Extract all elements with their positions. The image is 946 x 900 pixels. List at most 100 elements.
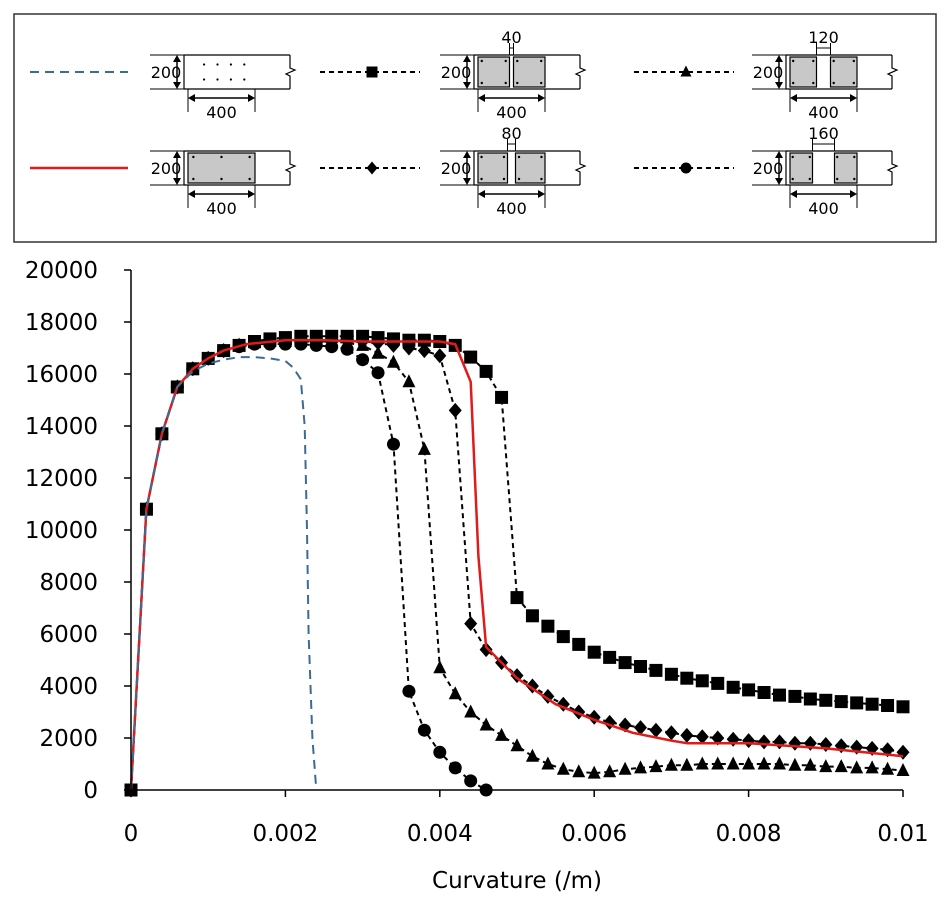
data-point [263, 337, 277, 351]
dim-gap-label: 160 [808, 124, 839, 143]
data-point [464, 704, 478, 718]
data-point [356, 337, 370, 351]
data-point [865, 760, 879, 774]
rebar-dot [791, 177, 794, 181]
dim-arrowhead [463, 55, 471, 62]
dim-arrowhead [173, 82, 181, 89]
rebar-dot [192, 177, 195, 181]
axes: 0 2000 4000 6000 8000 10000 12000 14000 16000 180… [25, 258, 929, 894]
confined-core [789, 56, 818, 88]
rebar-dot [248, 155, 251, 159]
y-tick-label: 2000 [39, 726, 98, 752]
legend-marker [680, 65, 692, 77]
data-point [834, 759, 848, 773]
data-point [525, 748, 539, 762]
data-point [711, 730, 725, 746]
dim-arrowhead [478, 190, 485, 198]
rebar-dot [791, 59, 795, 63]
break-symbol [284, 151, 297, 185]
rebar-dot [852, 59, 856, 63]
data-point [881, 699, 895, 712]
data-point [680, 671, 694, 685]
data-point [634, 660, 648, 673]
legend-entry: 200 400 40 [320, 28, 587, 122]
rebar-dot [836, 155, 839, 159]
data-point [572, 637, 586, 651]
rebar-dot [229, 78, 232, 81]
rebar-dot [853, 177, 856, 181]
dim-arrowhead [775, 151, 783, 158]
dim-arrowhead [850, 94, 857, 102]
x-tick-label: 0.01 [877, 821, 928, 847]
data-point [695, 756, 709, 770]
rebar-dot [791, 155, 794, 159]
data-point [479, 642, 493, 658]
dim-arrowhead [775, 82, 783, 89]
data-point [664, 667, 678, 681]
rebar-dot [480, 81, 483, 85]
legend-entry: 200 400 [30, 150, 297, 218]
data-point [726, 680, 740, 694]
dim-arrowhead [248, 190, 255, 198]
data-point [402, 340, 416, 356]
legend-entry: 200 400 160 [634, 124, 899, 218]
data-point [464, 350, 478, 364]
data-point [417, 333, 431, 347]
data-point [634, 760, 648, 774]
dim-arrowhead [850, 190, 857, 198]
x-tick-label: 0.006 [561, 821, 627, 847]
rebar-dot [852, 81, 856, 85]
legend: 2004002004004020040012020040020040080200… [13, 13, 937, 243]
data-point [417, 343, 431, 359]
series-line [130, 340, 904, 791]
data-point [495, 727, 509, 741]
data-point [772, 734, 786, 750]
dim-height-label: 200 [151, 63, 182, 82]
dim-arrowhead [775, 55, 783, 62]
data-point [417, 723, 431, 737]
data-point [726, 731, 740, 747]
y-tick-label: 16000 [25, 362, 98, 388]
data-point [649, 722, 663, 738]
rebar-dot [504, 59, 507, 63]
dim-arrowhead [790, 94, 797, 102]
dim-arrowhead [775, 178, 783, 185]
legend-entry: 200 400 80 [320, 124, 587, 218]
break-symbol [886, 151, 899, 185]
x-tick-label: 0.004 [407, 821, 473, 847]
y-tick-label: 8000 [39, 570, 98, 596]
data-point [356, 353, 370, 367]
data-point [417, 441, 431, 455]
series-diamond [124, 332, 910, 798]
data-point [834, 695, 848, 709]
data-point [433, 348, 447, 364]
dim-arrowhead [173, 151, 181, 158]
x-tick-label: 0.008 [716, 821, 782, 847]
dim-width-label: 400 [206, 199, 237, 218]
data-point [788, 735, 802, 751]
y-tick-label: 20000 [25, 258, 98, 284]
data-point [695, 729, 709, 745]
series-line [130, 335, 904, 791]
data-point [603, 764, 617, 778]
rebar-dot [832, 81, 835, 85]
data-point [448, 686, 462, 700]
rebar-dot [480, 177, 483, 181]
dim-width-label: 400 [206, 103, 237, 122]
series-blue-dashed [130, 356, 318, 791]
rebar-dot [504, 81, 507, 85]
data-point [742, 683, 756, 697]
data-point [618, 656, 632, 670]
confined-core [477, 56, 511, 88]
rebar-dot [540, 177, 543, 181]
confined-core [512, 56, 546, 88]
data-point [340, 342, 354, 356]
data-point [510, 738, 524, 752]
series-red-solid [129, 338, 904, 791]
y-tick-label: 12000 [25, 466, 98, 492]
confined-core [477, 152, 509, 184]
data-point [664, 757, 678, 771]
rebar-dot [516, 59, 519, 63]
rebar-dot [853, 155, 856, 159]
rebar-dot [812, 59, 815, 63]
